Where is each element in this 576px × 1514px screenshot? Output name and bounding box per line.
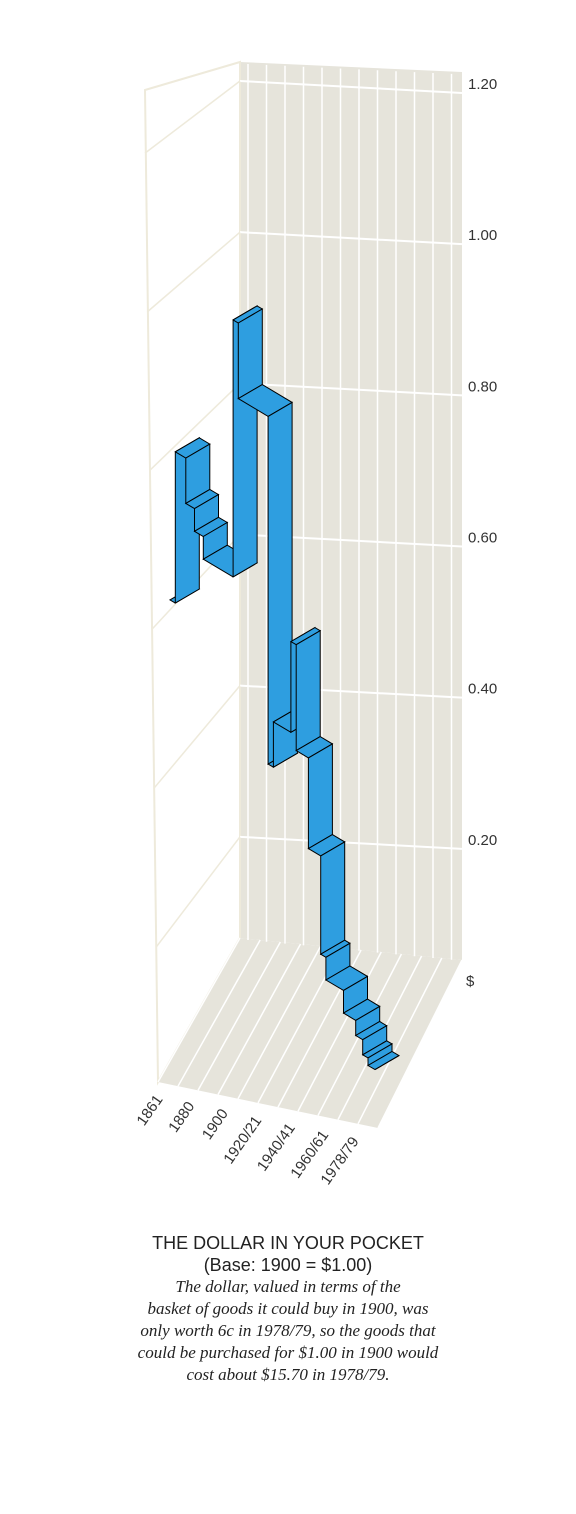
y-tick-label: 0.40 <box>468 681 497 698</box>
step-riser <box>267 401 293 765</box>
title: THE DOLLAR IN YOUR POCKET <box>152 1233 424 1253</box>
side-grid-line <box>153 685 241 789</box>
side-grid-line <box>149 382 241 472</box>
caption: The dollar, valued in terms of the basket… <box>0 1276 576 1386</box>
grid-line <box>239 382 463 397</box>
y-tick-label: 0.80 <box>468 378 497 395</box>
subtitle: (Base: 1900 = $1.00) <box>203 1255 373 1275</box>
grid-line <box>239 231 463 246</box>
floor-stripe <box>177 939 261 1087</box>
x-tick-label: 1880 <box>165 1099 198 1136</box>
caption-line: The dollar, valued in terms of the <box>175 1277 401 1296</box>
grid-line <box>239 835 463 850</box>
caption-line: basket of goods it could buy in 1900, wa… <box>147 1299 429 1318</box>
step-riser <box>237 308 263 400</box>
y-tick-label: 0.60 <box>468 529 497 546</box>
caption-block: THE DOLLAR IN YOUR POCKET (Base: 1900 = … <box>0 1232 576 1386</box>
x-tick-label: 1861 <box>133 1092 166 1129</box>
side-grid-line <box>146 231 241 313</box>
floor-stripe <box>157 937 241 1083</box>
step-riser <box>307 743 333 850</box>
step-riser <box>295 629 321 752</box>
y-tick-label: 1.00 <box>468 227 497 244</box>
caption-line: only worth 6c in 1978/79, so the goods t… <box>140 1321 436 1340</box>
y-axis-label: $ <box>466 973 475 990</box>
floor-stripe <box>217 943 302 1095</box>
floor-stripe <box>377 959 463 1129</box>
step-riser <box>320 841 346 956</box>
side-grid-line <box>144 80 241 154</box>
floor-stripe <box>237 945 322 1100</box>
floor-stripe <box>197 941 282 1091</box>
step-riser <box>374 1055 400 1071</box>
caption-line: cost about $15.70 in 1978/79. <box>186 1365 390 1384</box>
x-tick-label: 1900 <box>199 1106 232 1143</box>
caption-line: could be purchased for $1.00 in 1900 wou… <box>137 1343 439 1362</box>
grid-line <box>239 80 463 94</box>
y-tick-label: 1.20 <box>468 76 497 93</box>
floor-stripe <box>357 957 443 1125</box>
side-grid-line <box>155 836 241 948</box>
y-tick-label: 0.20 <box>468 832 497 849</box>
